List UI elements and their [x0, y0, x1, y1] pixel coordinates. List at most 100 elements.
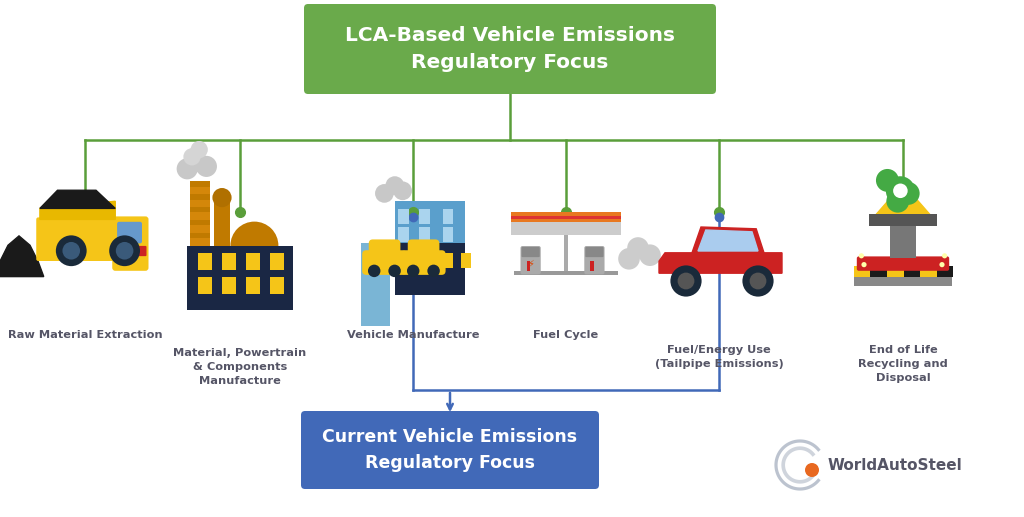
Circle shape — [886, 176, 915, 205]
FancyBboxPatch shape — [115, 246, 146, 256]
FancyBboxPatch shape — [395, 243, 465, 295]
Text: Fuel Cycle: Fuel Cycle — [534, 330, 599, 340]
Circle shape — [116, 242, 133, 260]
FancyBboxPatch shape — [442, 253, 453, 268]
FancyBboxPatch shape — [903, 266, 921, 277]
Circle shape — [196, 156, 217, 177]
Circle shape — [859, 253, 864, 258]
FancyBboxPatch shape — [301, 411, 599, 489]
FancyBboxPatch shape — [511, 219, 622, 222]
FancyBboxPatch shape — [113, 217, 148, 271]
Text: Current Vehicle Emissions
Regulatory Focus: Current Vehicle Emissions Regulatory Foc… — [323, 429, 578, 472]
Circle shape — [893, 184, 907, 198]
Circle shape — [805, 463, 819, 477]
FancyBboxPatch shape — [189, 220, 210, 225]
Text: ⚡: ⚡ — [527, 259, 535, 269]
FancyBboxPatch shape — [189, 207, 210, 212]
Text: Fuel/Energy Use
(Tailpipe Emissions): Fuel/Energy Use (Tailpipe Emissions) — [654, 345, 783, 369]
FancyBboxPatch shape — [246, 277, 260, 294]
Circle shape — [385, 176, 404, 195]
FancyBboxPatch shape — [189, 233, 210, 238]
FancyBboxPatch shape — [199, 253, 212, 269]
FancyBboxPatch shape — [304, 4, 716, 94]
FancyBboxPatch shape — [222, 253, 236, 269]
FancyBboxPatch shape — [189, 181, 210, 246]
FancyBboxPatch shape — [362, 250, 407, 275]
FancyBboxPatch shape — [270, 277, 284, 294]
FancyBboxPatch shape — [890, 219, 916, 258]
FancyBboxPatch shape — [514, 271, 618, 275]
Circle shape — [750, 272, 766, 290]
FancyBboxPatch shape — [246, 253, 260, 269]
FancyBboxPatch shape — [511, 222, 622, 235]
Circle shape — [639, 245, 660, 266]
FancyBboxPatch shape — [511, 216, 622, 221]
Circle shape — [887, 190, 909, 212]
FancyBboxPatch shape — [214, 200, 230, 246]
Circle shape — [190, 141, 208, 158]
Circle shape — [393, 181, 412, 200]
FancyBboxPatch shape — [461, 253, 471, 268]
FancyBboxPatch shape — [442, 227, 453, 242]
FancyBboxPatch shape — [526, 261, 530, 271]
Text: End of Life
Recycling and
Disposal: End of Life Recycling and Disposal — [858, 345, 948, 383]
Circle shape — [897, 182, 920, 205]
FancyBboxPatch shape — [369, 239, 400, 258]
FancyBboxPatch shape — [270, 253, 284, 269]
Polygon shape — [40, 201, 116, 219]
FancyBboxPatch shape — [591, 261, 594, 271]
Circle shape — [186, 151, 207, 172]
Text: WorldAutoSteel: WorldAutoSteel — [828, 458, 963, 473]
FancyBboxPatch shape — [511, 212, 622, 219]
Circle shape — [183, 148, 201, 165]
FancyBboxPatch shape — [937, 266, 953, 277]
Circle shape — [742, 265, 773, 297]
Circle shape — [212, 188, 231, 207]
FancyBboxPatch shape — [585, 246, 604, 275]
Polygon shape — [698, 230, 758, 251]
Text: Raw Material Extraction: Raw Material Extraction — [8, 330, 163, 340]
FancyBboxPatch shape — [401, 250, 445, 275]
FancyBboxPatch shape — [222, 277, 236, 294]
FancyBboxPatch shape — [521, 247, 540, 257]
Circle shape — [939, 262, 944, 267]
FancyBboxPatch shape — [419, 209, 430, 223]
FancyBboxPatch shape — [854, 266, 870, 277]
Circle shape — [56, 235, 87, 266]
Circle shape — [62, 242, 80, 260]
FancyBboxPatch shape — [408, 239, 439, 258]
FancyBboxPatch shape — [586, 247, 603, 257]
Circle shape — [627, 237, 649, 259]
Circle shape — [388, 265, 400, 277]
Circle shape — [618, 248, 640, 269]
FancyBboxPatch shape — [189, 181, 210, 187]
FancyBboxPatch shape — [199, 277, 212, 294]
FancyBboxPatch shape — [398, 253, 409, 268]
FancyBboxPatch shape — [419, 253, 430, 268]
FancyBboxPatch shape — [189, 194, 210, 200]
FancyBboxPatch shape — [36, 218, 131, 261]
FancyBboxPatch shape — [395, 201, 465, 243]
FancyBboxPatch shape — [398, 227, 409, 242]
Circle shape — [876, 169, 899, 192]
FancyBboxPatch shape — [857, 256, 949, 271]
FancyBboxPatch shape — [187, 246, 293, 310]
FancyBboxPatch shape — [398, 209, 409, 223]
FancyBboxPatch shape — [870, 266, 887, 277]
FancyBboxPatch shape — [854, 277, 952, 286]
Circle shape — [942, 253, 947, 258]
Text: LCA-Based Vehicle Emissions
Regulatory Focus: LCA-Based Vehicle Emissions Regulatory F… — [345, 26, 675, 72]
Circle shape — [861, 262, 866, 267]
FancyBboxPatch shape — [419, 227, 430, 242]
FancyBboxPatch shape — [442, 209, 453, 223]
FancyBboxPatch shape — [563, 235, 568, 273]
Polygon shape — [871, 199, 934, 219]
Circle shape — [368, 265, 381, 277]
FancyBboxPatch shape — [887, 266, 903, 277]
Circle shape — [427, 265, 440, 277]
Polygon shape — [692, 227, 764, 253]
FancyBboxPatch shape — [520, 246, 541, 275]
Circle shape — [230, 222, 279, 269]
FancyBboxPatch shape — [921, 266, 937, 277]
Polygon shape — [40, 190, 116, 208]
